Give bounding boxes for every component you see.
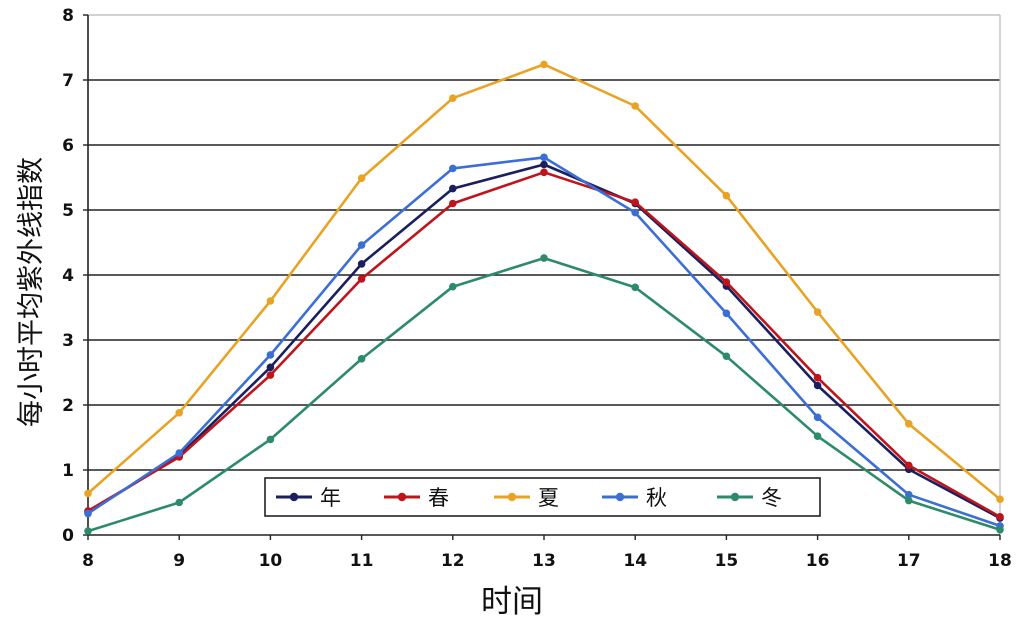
y-tick-label: 7: [62, 71, 74, 91]
data-point: [905, 420, 913, 428]
data-point: [722, 191, 731, 200]
legend: 年春夏秋冬: [264, 477, 821, 517]
x-tick-label: 13: [532, 551, 556, 571]
data-point: [631, 208, 639, 217]
x-tick-labels: 8 9 10 11 12 13 14 15 16 17 18: [82, 551, 1012, 571]
data-point: [357, 174, 366, 182]
data-point: [175, 498, 183, 507]
data-point: [540, 153, 548, 162]
y-tick-label: 3: [62, 331, 74, 351]
series-line: [87, 163, 1001, 520]
y-tick-labels: 0 1 2 3 4 5 6 7 8: [62, 6, 74, 546]
data-point: [266, 363, 275, 372]
x-tick-label: 8: [82, 551, 94, 571]
legend-label: 夏: [538, 486, 559, 510]
data-point: [813, 308, 822, 316]
legend-swatch-marker: [507, 492, 517, 502]
data-point: [84, 509, 92, 518]
data-point: [449, 94, 457, 102]
legend-label: 年: [320, 486, 341, 510]
x-axis-title: 时间: [481, 584, 543, 620]
data-point: [996, 495, 1004, 504]
data-point: [266, 371, 275, 379]
data-point: [813, 413, 822, 422]
x-tick-label: 14: [623, 551, 647, 571]
series-lines: [84, 60, 1004, 535]
legend-label: 冬: [761, 486, 782, 510]
axes: [83, 14, 1001, 540]
data-point: [722, 352, 731, 361]
series-4: [84, 254, 1004, 535]
data-point: [540, 254, 548, 262]
data-point: [357, 241, 366, 249]
x-tick-label: 9: [173, 551, 185, 571]
data-point: [175, 449, 183, 457]
legend-swatch-marker: [289, 492, 299, 502]
x-tick-label: 17: [897, 551, 921, 571]
legend-swatch-marker: [615, 492, 625, 502]
series-2: [84, 60, 1004, 504]
data-point: [357, 355, 366, 363]
data-point: [905, 490, 913, 499]
x-tick-label: 15: [715, 551, 739, 571]
data-point: [722, 278, 731, 286]
y-tick-label: 6: [62, 136, 74, 156]
x-tick-label: 12: [441, 551, 465, 571]
legend-swatch-marker: [730, 492, 740, 502]
series-1: [84, 168, 1004, 521]
data-point: [449, 164, 457, 173]
y-tick-label: 4: [62, 266, 74, 286]
data-point: [266, 297, 275, 305]
data-point: [722, 309, 731, 318]
data-point: [813, 381, 822, 390]
series-0: [84, 160, 1004, 522]
data-point: [631, 283, 639, 292]
data-point: [449, 184, 457, 193]
x-tick-label: 16: [806, 551, 830, 571]
data-point: [631, 102, 639, 110]
data-point: [449, 282, 457, 291]
data-point: [266, 351, 275, 359]
data-point: [813, 432, 822, 441]
data-point: [540, 168, 548, 177]
data-point: [996, 513, 1004, 521]
x-tick-label: 10: [259, 551, 283, 571]
data-point: [357, 260, 366, 268]
y-tick-label: 0: [62, 526, 74, 546]
y-tick-label: 8: [62, 6, 74, 26]
data-point: [357, 275, 366, 283]
data-point: [996, 526, 1004, 534]
legend-swatch-marker: [397, 492, 407, 502]
series-3: [84, 153, 1004, 530]
data-point: [84, 527, 92, 535]
data-point: [540, 60, 548, 69]
x-tick-label: 18: [988, 551, 1012, 571]
data-point: [540, 160, 548, 169]
data-point: [175, 409, 183, 417]
data-point: [905, 461, 913, 470]
legend-label: 秋: [646, 486, 667, 510]
data-point: [813, 373, 822, 382]
y-tick-label: 5: [62, 201, 74, 221]
y-tick-label: 1: [62, 461, 74, 481]
legend-label: 春: [428, 486, 449, 510]
series-line: [87, 63, 1001, 501]
data-point: [631, 198, 639, 206]
data-point: [266, 435, 275, 444]
data-point: [84, 489, 92, 498]
y-axis-title: 每小时平均紫外线指数: [16, 157, 47, 427]
data-point: [905, 496, 913, 505]
y-tick-label: 2: [62, 396, 74, 416]
series-line: [87, 171, 1001, 518]
data-point: [449, 199, 457, 208]
x-tick-label: 11: [350, 551, 374, 571]
